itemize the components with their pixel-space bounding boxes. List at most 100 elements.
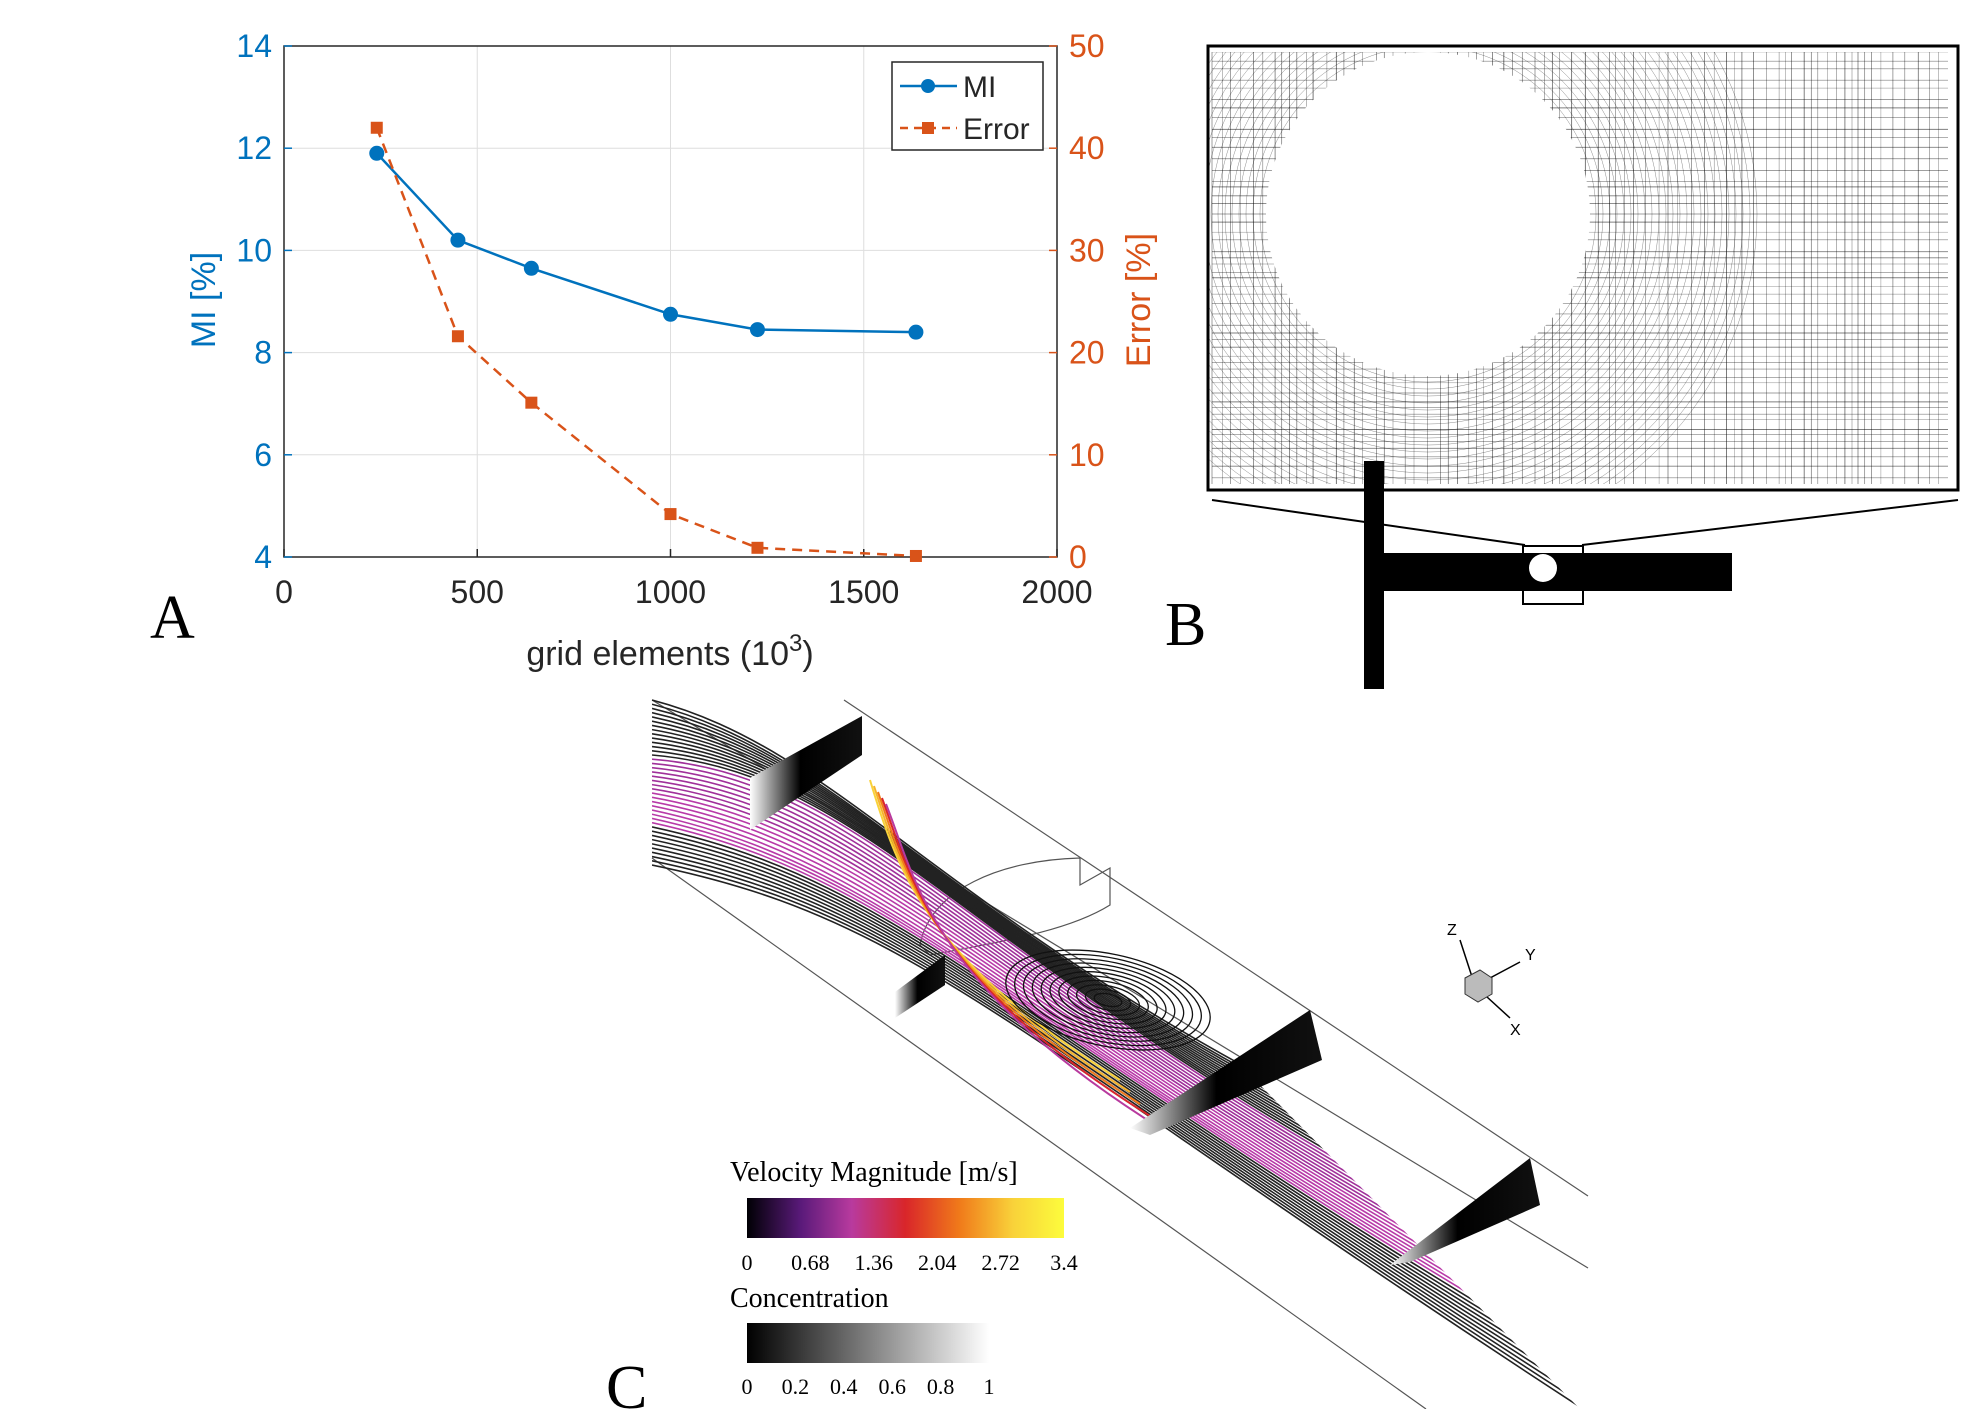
mesh-ring: [1208, 52, 1730, 484]
series-line-mi: [375, 152, 916, 334]
vortex-streamline: [1031, 962, 1185, 1038]
mesh-ring: [1224, 52, 1632, 418]
zoom-region-box: [1522, 545, 1584, 605]
velocity-colorbar-title: Velocity Magnitude [m/s]: [730, 1157, 1018, 1188]
mesh-ring: [1208, 52, 1688, 474]
velocity-colorbar: Velocity Magnitude [m/s] 0 0.68 1.36 2.04 2.…: [730, 1157, 1078, 1275]
cylinder-cavity-outline: [919, 857, 1111, 956]
legend-mi-marker: [921, 79, 935, 93]
streamline-fast: [885, 803, 1161, 1129]
x-tick-label-4: 2000: [1021, 574, 1092, 610]
mesh-ring: [1208, 52, 1723, 484]
point-error-1: [451, 330, 464, 343]
triad-cube: [1464, 969, 1493, 1003]
y-left-tick-label-2: 8: [254, 335, 272, 371]
vortex-streamline: [1040, 966, 1176, 1034]
point-mi-0: [369, 145, 385, 161]
mesh-ring: [1208, 52, 1709, 484]
vortex-streamline: [1058, 975, 1158, 1025]
point-error-4: [751, 541, 764, 554]
x-axis-ticks: 0 500 1000 1500 2000: [275, 549, 1093, 610]
x-tick-label-3: 1500: [828, 574, 899, 610]
chart-panel-a: 0 500 1000 1500 2000 4 6 8 10 12 14 0 10 20 30 40 50 g…: [150, 28, 1158, 673]
zoom-line-right: [1581, 499, 1959, 546]
concentration-sheet-outlet: [1390, 1158, 1540, 1265]
mesh-ring: [1252, 52, 1604, 390]
y-left-tick-label-0: 4: [254, 539, 272, 575]
y-right-tick-label-5: 50: [1069, 28, 1105, 64]
mesh-ring: [1231, 52, 1625, 411]
point-error-5: [909, 549, 922, 562]
concentration-colorbar-ramp: [747, 1323, 989, 1363]
y-axis-right-label: Error [%]: [1120, 233, 1158, 367]
legend-mi-label: MI: [963, 71, 996, 104]
concTicks-label-0: 0: [742, 1374, 753, 1399]
legend: MI Error: [891, 61, 1044, 151]
y-axis-left-label: MI [%]: [185, 252, 223, 348]
concentration-colorbar-title: Concentration: [730, 1283, 889, 1314]
concentration-colorbar-ticks: 0 0.2 0.4 0.6 0.8 1: [742, 1374, 995, 1399]
point-mi-3: [663, 306, 678, 322]
vortex-streamline: [1022, 958, 1194, 1042]
y-axis-left-ticks: 4 6 8 10 12 14: [236, 28, 292, 575]
concentration-colorbar: Concentration 0 0.2 0.4 0.6 0.8 1: [730, 1283, 995, 1399]
concentration-sheet-obstacle: [895, 955, 945, 1018]
mesh-ring: [1208, 52, 1660, 446]
y-right-tick-label-2: 20: [1069, 335, 1105, 371]
velTicks-label-4: 2.72: [981, 1250, 1020, 1275]
point-error-2: [525, 396, 538, 409]
mesh-ring: [1208, 52, 1702, 484]
streamline: [652, 859, 1580, 1409]
concTicks-label-5: 1: [984, 1374, 995, 1399]
mesh-ring: [1208, 52, 1737, 484]
point-mi-5: [908, 324, 924, 340]
streamline: [652, 851, 1580, 1407]
mesh-ring: [1208, 52, 1667, 453]
streamline: [652, 817, 1580, 1368]
velTicks-label-2: 1.36: [855, 1250, 894, 1275]
vortex-streamline: [1014, 953, 1202, 1047]
y-left-tick-label-1: 6: [254, 437, 272, 473]
streamline: [652, 809, 1580, 1358]
mesh-ring: [1208, 52, 1758, 484]
mesh-ring: [1259, 52, 1597, 383]
streamline: [652, 864, 1580, 1409]
device-obstacle: [1529, 554, 1557, 582]
y-right-tick-label-0: 0: [1069, 539, 1087, 575]
y-right-tick-label-4: 40: [1069, 130, 1105, 166]
velTicks-label-5: 3.4: [1050, 1250, 1078, 1275]
legend-error-label: Error: [963, 113, 1030, 146]
concentration-sheets: [750, 716, 1540, 1265]
y-left-tick-label-3: 10: [236, 232, 272, 268]
y-left-tick-label-5: 14: [236, 28, 272, 64]
point-mi-4: [749, 322, 765, 338]
velTicks-label-1: 0.68: [791, 1250, 830, 1275]
concTicks-label-3: 0.6: [878, 1374, 906, 1399]
triad-y-label: Y: [1525, 947, 1536, 964]
velocity-colorbar-ticks: 0 0.68 1.36 2.04 2.72 3.4: [742, 1250, 1078, 1275]
vortex-streamline: [1084, 988, 1132, 1012]
vortex-streamline: [1067, 979, 1149, 1021]
series-layer: [369, 121, 924, 562]
mesh-ring: [1245, 52, 1611, 397]
x-tick-label-0: 0: [275, 574, 293, 610]
y-right-tick-label-3: 30: [1069, 232, 1105, 268]
streamline: [652, 855, 1580, 1409]
y-axis-right-ticks: 0 10 20 30 40 50: [1049, 28, 1105, 575]
x-axis-label: grid elements (103): [526, 630, 813, 673]
point-error-3: [664, 508, 677, 521]
mesh-ring: [1210, 52, 1646, 432]
x-tick-label-1: 500: [451, 574, 504, 610]
streamline: [652, 804, 1580, 1353]
y-right-tick-label-1: 10: [1069, 437, 1105, 473]
panel-label-b: B: [1165, 591, 1206, 659]
vortex-streamline: [1093, 992, 1123, 1008]
orientation-triad: Z Y X: [1447, 922, 1536, 1039]
velocity-colorbar-ramp: [747, 1198, 1064, 1238]
concentration-sheet-inlet: [750, 716, 862, 830]
velTicks-label-0: 0: [742, 1250, 753, 1275]
vortex-streamline: [1049, 971, 1167, 1029]
flow-panel-c: Z Y X Velocity Magnitude [m/s] 0 0.68 1.36…: [606, 699, 1589, 1409]
channel-wall-lower: [651, 857, 1427, 1409]
